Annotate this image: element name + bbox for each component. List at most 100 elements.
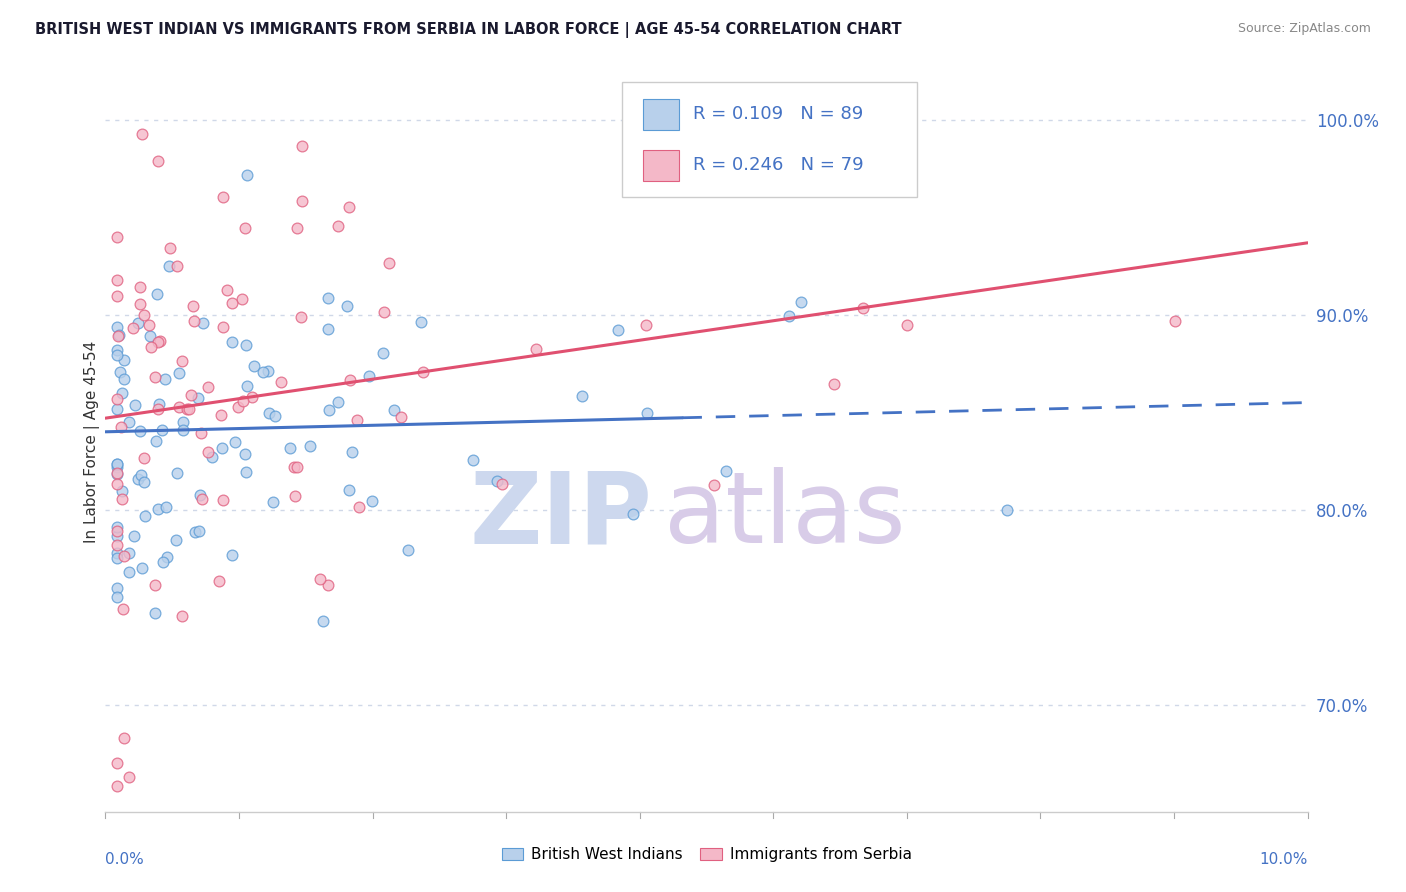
Point (208, 574, 231, 588)
Point (107, 230, 129, 244)
Point (107, 457, 129, 471)
Point (316, 291, 339, 305)
Point (155, 371, 177, 385)
Text: 0.0%: 0.0% (105, 853, 145, 867)
Point (201, 450, 224, 465)
Point (257, 406, 280, 420)
Point (129, 467, 152, 482)
Point (221, 296, 243, 310)
Point (211, 320, 233, 334)
Point (197, 445, 219, 459)
Point (412, 365, 434, 379)
Point (112, 352, 135, 367)
Point (134, 508, 156, 523)
Point (132, 451, 155, 466)
FancyBboxPatch shape (623, 82, 917, 197)
Point (235, 337, 257, 351)
Point (107, 581, 129, 595)
Point (138, 318, 160, 332)
Point (278, 441, 301, 455)
Point (371, 345, 394, 359)
Point (283, 460, 305, 475)
Point (146, 502, 169, 516)
Point (107, 319, 129, 334)
Point (233, 221, 256, 235)
Point (232, 393, 254, 408)
Point (124, 529, 146, 543)
Point (146, 334, 169, 349)
Point (252, 365, 274, 379)
Point (197, 380, 219, 394)
Point (209, 409, 232, 423)
Point (326, 395, 349, 409)
Point (342, 444, 364, 458)
Point (181, 299, 204, 313)
Point (316, 322, 339, 336)
Point (896, 318, 918, 332)
FancyBboxPatch shape (643, 150, 679, 181)
Point (107, 458, 129, 472)
Point (150, 423, 173, 437)
Point (108, 365, 131, 379)
Point (107, 329, 129, 343)
Point (233, 447, 256, 461)
Point (127, 472, 149, 486)
Legend: British West Indians, Immigrants from Serbia: British West Indians, Immigrants from Se… (496, 843, 917, 867)
Point (107, 273, 129, 287)
Point (128, 424, 150, 438)
Point (112, 602, 135, 616)
Point (157, 259, 180, 273)
Text: BRITISH WEST INDIAN VS IMMIGRANTS FROM SERBIA IN LABOR FORCE | AGE 45-54 CORRELA: BRITISH WEST INDIAN VS IMMIGRANTS FROM S… (35, 22, 901, 38)
Point (107, 477, 129, 491)
Point (224, 435, 246, 450)
Point (122, 320, 145, 334)
Point (337, 483, 360, 497)
Text: 10.0%: 10.0% (1260, 853, 1308, 867)
Point (184, 525, 207, 540)
Point (107, 402, 129, 417)
Point (107, 546, 129, 560)
Point (190, 425, 212, 440)
Point (107, 538, 129, 552)
Point (148, 397, 170, 411)
Point (243, 359, 266, 374)
Point (108, 328, 131, 343)
Point (187, 391, 209, 405)
Point (790, 294, 813, 309)
Point (290, 310, 312, 325)
Point (107, 466, 129, 480)
Point (240, 390, 263, 404)
Point (211, 442, 233, 456)
Point (107, 467, 129, 482)
Point (145, 434, 167, 449)
Point (284, 489, 307, 503)
Point (170, 609, 193, 624)
Point (264, 409, 287, 424)
Point (257, 364, 280, 378)
Point (285, 220, 308, 235)
Point (131, 561, 153, 575)
Point (127, 316, 149, 330)
Point (118, 546, 141, 560)
Point (291, 194, 314, 208)
Point (823, 376, 845, 391)
Point (524, 342, 547, 356)
Point (318, 578, 340, 592)
Point (382, 403, 405, 417)
Point (139, 329, 162, 343)
Point (389, 409, 412, 424)
Point (657, 169, 679, 184)
Point (326, 219, 349, 233)
Point (211, 190, 233, 204)
Point (107, 551, 129, 566)
Point (191, 491, 214, 506)
Point (636, 318, 658, 332)
Point (571, 389, 593, 403)
Point (165, 533, 187, 547)
Point (118, 565, 141, 579)
Point (221, 334, 243, 349)
Point (636, 406, 658, 420)
Point (226, 400, 249, 414)
Point (166, 259, 188, 273)
Point (176, 401, 198, 416)
